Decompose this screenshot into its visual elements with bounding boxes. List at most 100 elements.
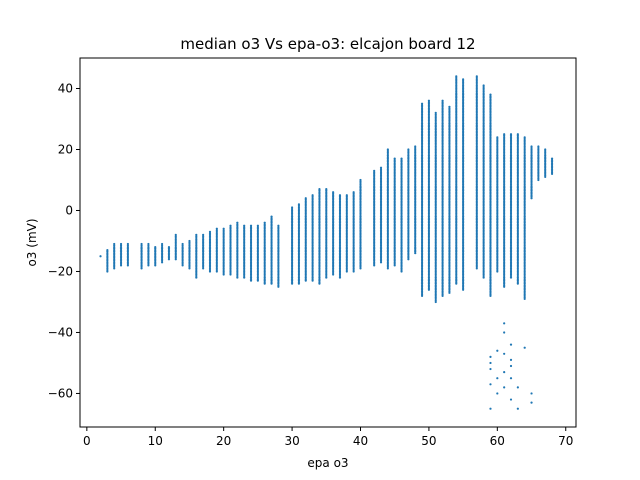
data-point	[441, 139, 444, 142]
data-point	[195, 239, 198, 243]
data-point	[154, 256, 157, 259]
data-point	[462, 88, 465, 92]
data-point	[455, 276, 458, 279]
data-point	[441, 156, 444, 159]
data-point	[304, 217, 307, 220]
data-point	[229, 232, 232, 235]
data-point	[482, 215, 485, 218]
data-point	[345, 213, 348, 217]
data-point	[215, 230, 218, 233]
data-point	[441, 168, 444, 171]
data-point	[455, 87, 458, 90]
data-point	[503, 154, 506, 157]
data-point	[496, 258, 499, 261]
data-point	[379, 200, 383, 203]
data-point	[489, 264, 492, 267]
data-point	[530, 145, 533, 148]
data-point	[352, 259, 355, 262]
data-point	[462, 274, 465, 278]
data-point	[516, 212, 519, 215]
data-point	[427, 178, 431, 182]
data-point	[496, 207, 499, 211]
data-point	[407, 171, 410, 174]
data-point	[352, 256, 355, 259]
data-point	[455, 244, 458, 247]
data-point	[414, 209, 417, 212]
data-point	[509, 169, 513, 172]
data-point	[523, 178, 526, 182]
data-point	[373, 183, 376, 186]
data-point	[297, 256, 301, 259]
data-point	[482, 134, 485, 137]
data-point	[509, 137, 513, 140]
data-point	[455, 197, 458, 200]
data-point	[325, 250, 328, 253]
data-point	[462, 84, 465, 87]
data-point	[489, 291, 492, 294]
data-point	[304, 221, 307, 224]
data-point	[462, 282, 465, 285]
data-point	[325, 262, 328, 265]
data-point	[126, 247, 129, 250]
data-point	[345, 224, 348, 227]
data-point	[325, 265, 328, 268]
data-point	[427, 172, 431, 175]
data-point	[400, 194, 403, 197]
data-point	[482, 195, 485, 198]
data-point	[420, 198, 424, 201]
data-point	[236, 249, 239, 252]
data-point	[325, 206, 328, 209]
data-point	[427, 151, 431, 154]
data-point	[297, 271, 301, 275]
data-point	[475, 250, 478, 253]
data-point	[441, 184, 444, 188]
data-point	[496, 265, 499, 268]
data-point	[427, 125, 431, 128]
data-point	[243, 232, 246, 235]
data-point	[256, 236, 259, 240]
data-point	[434, 235, 437, 238]
data-point	[277, 264, 280, 267]
data-point	[352, 264, 355, 267]
data-point	[352, 270, 355, 273]
data-point	[427, 249, 431, 252]
data-point	[441, 163, 444, 166]
data-point	[537, 151, 540, 154]
data-point	[325, 268, 328, 272]
data-point	[489, 140, 492, 143]
data-point	[379, 255, 383, 258]
data-point	[420, 242, 424, 246]
data-point	[509, 140, 513, 143]
data-point	[448, 192, 451, 195]
data-point	[325, 259, 328, 262]
data-point	[311, 201, 314, 204]
data-point	[441, 175, 444, 179]
data-point	[475, 75, 478, 78]
data-point	[509, 242, 513, 246]
data-point	[496, 244, 499, 247]
data-point	[523, 255, 526, 258]
data-point	[496, 169, 499, 172]
data-point	[345, 204, 348, 208]
data-point	[434, 143, 437, 147]
data-point	[311, 223, 314, 226]
data-point	[263, 255, 266, 258]
data-point	[359, 241, 362, 244]
data-point	[407, 201, 410, 204]
data-point	[475, 188, 478, 191]
data-point	[482, 90, 485, 93]
data-point	[420, 279, 424, 282]
data-point	[290, 241, 294, 244]
data-point	[318, 239, 321, 243]
data-point	[325, 220, 328, 223]
data-point	[537, 154, 540, 157]
data-point	[297, 218, 301, 221]
data-point	[455, 279, 458, 282]
data-point	[441, 224, 444, 227]
data-point	[379, 177, 383, 180]
data-point	[393, 188, 396, 191]
data-point	[462, 140, 465, 143]
data-point	[441, 107, 444, 110]
data-point	[441, 104, 444, 107]
data-point	[441, 277, 444, 281]
